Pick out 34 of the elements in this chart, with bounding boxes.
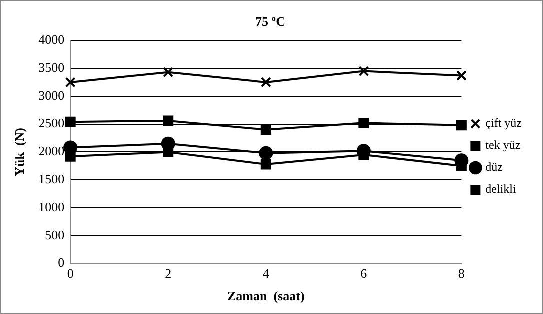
y-tick-label: 0 xyxy=(58,255,65,270)
point xyxy=(358,66,370,77)
y-tick-label: 500 xyxy=(45,227,65,242)
point xyxy=(456,70,467,81)
y-tick-label: 1500 xyxy=(38,172,65,187)
point xyxy=(260,159,272,170)
x-axis-title: Zaman (saat) xyxy=(228,288,305,304)
x-tick-label: 8 xyxy=(458,266,465,282)
point xyxy=(163,67,174,78)
legend-label: çift yüz xyxy=(486,116,522,130)
y-tick-label: 1000 xyxy=(38,199,65,214)
point xyxy=(456,120,467,131)
legend-label: düz xyxy=(486,160,504,174)
y-tick-label: 3500 xyxy=(38,60,65,75)
y-tick-label: 2500 xyxy=(38,116,65,131)
point xyxy=(163,116,174,126)
point xyxy=(65,151,76,162)
point xyxy=(358,118,370,128)
y-tick-label: 3000 xyxy=(38,88,65,103)
point xyxy=(65,77,76,88)
legend-label: tek yüz xyxy=(486,138,521,152)
x-tick-label: 2 xyxy=(165,266,172,282)
legend-label: delikli xyxy=(486,182,518,196)
y-axis-title: Yük (N) xyxy=(12,128,28,176)
point xyxy=(259,146,274,160)
chart-title: 75 ºC xyxy=(256,14,286,30)
y-tick-label: 2000 xyxy=(38,144,65,159)
point xyxy=(65,116,76,128)
x-tick-label: 4 xyxy=(262,266,270,282)
point xyxy=(163,146,174,158)
x-tick-label: 6 xyxy=(360,266,368,282)
point xyxy=(260,124,272,136)
y-tick-label: 4000 xyxy=(38,32,65,48)
point xyxy=(260,77,272,88)
